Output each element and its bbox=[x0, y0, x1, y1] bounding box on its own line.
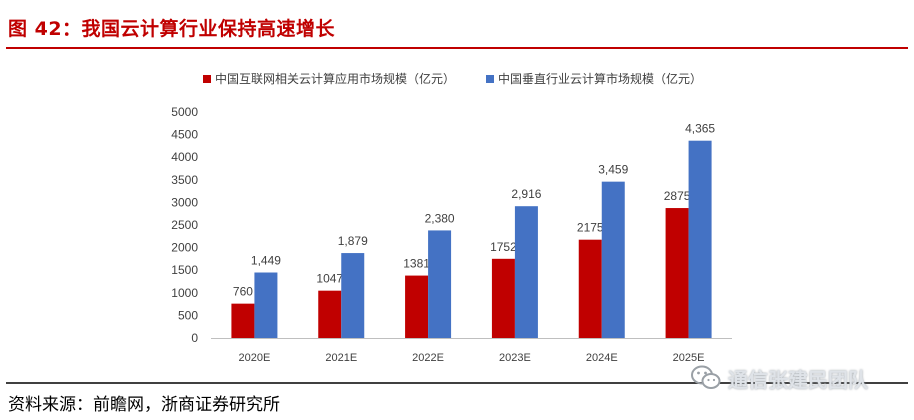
y-tick-label: 2000 bbox=[171, 241, 198, 255]
data-label: 4,365 bbox=[685, 122, 715, 136]
bar-internet-cloud bbox=[318, 290, 342, 338]
figure-title: 图 42：我国云计算行业保持高速增长 bbox=[8, 18, 336, 40]
bar-internet-cloud bbox=[231, 303, 255, 338]
bar-internet-cloud bbox=[665, 208, 689, 338]
bar-internet-cloud bbox=[405, 275, 429, 338]
bar-vertical-cloud bbox=[688, 140, 712, 338]
wechat-icon bbox=[691, 365, 721, 389]
data-label: 2175 bbox=[577, 221, 604, 235]
y-tick-label: 4500 bbox=[171, 128, 198, 142]
legend-swatch bbox=[486, 75, 494, 83]
bar-internet-cloud bbox=[491, 258, 515, 338]
data-label: 2875 bbox=[664, 189, 691, 203]
y-tick-label: 0 bbox=[191, 331, 198, 345]
y-tick-label: 3500 bbox=[171, 173, 198, 187]
y-tick-label: 5000 bbox=[171, 105, 198, 119]
data-label: 2,916 bbox=[511, 187, 541, 201]
y-tick-label: 4000 bbox=[171, 150, 198, 164]
x-tick-label: 2023E bbox=[499, 352, 531, 364]
y-tick-label: 1500 bbox=[171, 263, 198, 277]
legend-label: 中国互联网相关云计算应用市场规模（亿元） bbox=[215, 71, 455, 86]
bar-vertical-cloud bbox=[254, 272, 278, 338]
data-label: 1,449 bbox=[251, 254, 281, 268]
x-tick-label: 2022E bbox=[412, 352, 444, 364]
bar-vertical-cloud bbox=[428, 230, 452, 338]
data-label: 1,879 bbox=[338, 234, 368, 248]
x-tick-label: 2025E bbox=[673, 352, 705, 364]
bar-vertical-cloud bbox=[601, 181, 625, 338]
legend-swatch bbox=[203, 75, 211, 83]
y-tick-label: 2500 bbox=[171, 218, 198, 232]
legend-label: 中国垂直行业云计算市场规模（亿元） bbox=[498, 71, 702, 86]
watermark-text: 通信张建民团队 bbox=[728, 367, 868, 392]
data-label: 1381 bbox=[403, 257, 430, 271]
data-label: 1752 bbox=[490, 240, 517, 254]
y-tick-label: 500 bbox=[178, 308, 198, 322]
y-tick-label: 3000 bbox=[171, 195, 198, 209]
data-label: 2,380 bbox=[425, 211, 455, 225]
data-label: 3,459 bbox=[598, 163, 628, 177]
x-tick-label: 2020E bbox=[239, 352, 271, 364]
bar-vertical-cloud bbox=[514, 206, 538, 338]
data-label: 1047 bbox=[316, 272, 343, 286]
data-label: 760 bbox=[233, 285, 253, 299]
bar-internet-cloud bbox=[578, 239, 602, 338]
y-tick-label: 1000 bbox=[171, 286, 198, 300]
bar-vertical-cloud bbox=[341, 253, 365, 338]
bar-chart: 0 500 1000 1500 2000 2500 3000 3500 4000 4500 5000… bbox=[171, 71, 732, 364]
source-rule bbox=[6, 382, 908, 384]
title-rule bbox=[6, 47, 908, 49]
x-tick-label: 2021E bbox=[325, 352, 357, 364]
watermark: 通信张建民团队 bbox=[690, 360, 868, 396]
source-note: 资料来源：前瞻网，浙商证券研究所 bbox=[8, 395, 280, 415]
x-tick-label: 2024E bbox=[586, 352, 618, 364]
